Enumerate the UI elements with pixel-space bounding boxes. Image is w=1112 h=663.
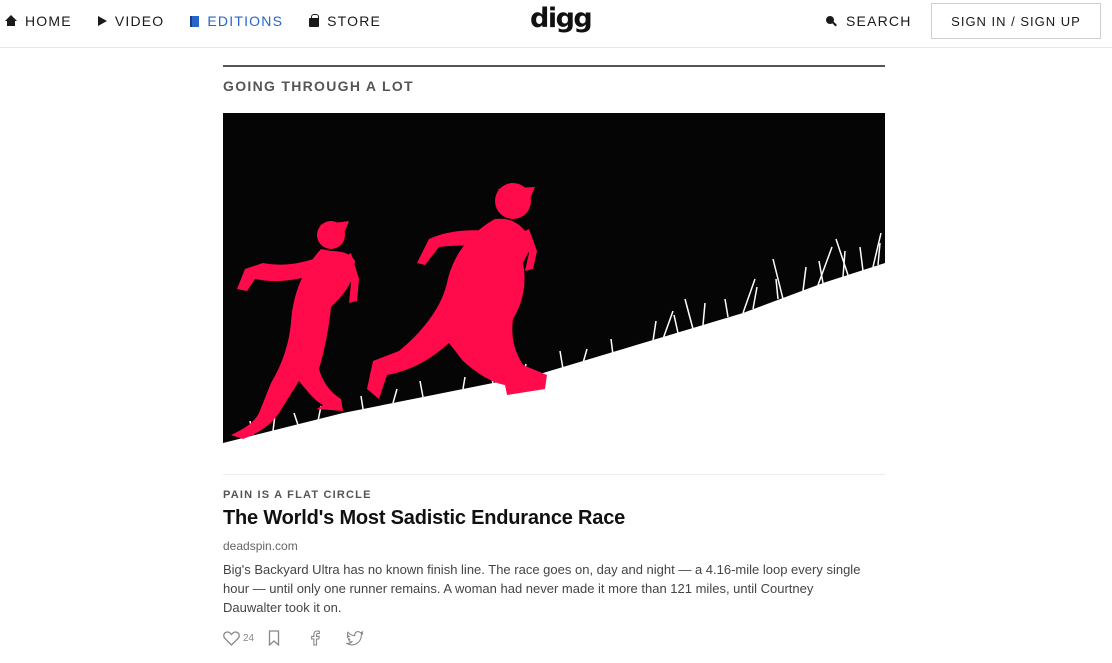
article-hero-image[interactable] xyxy=(223,113,885,475)
section-title: GOING THROUGH A LOT xyxy=(223,78,414,94)
article-actions: 24 xyxy=(223,628,364,648)
twitter-icon xyxy=(346,630,364,645)
editions-icon xyxy=(190,15,200,27)
article-kicker: PAIN IS A FLAT CIRCLE xyxy=(223,489,372,501)
nav-home-link[interactable]: HOME xyxy=(5,13,72,29)
nav-home-label: HOME xyxy=(25,13,72,29)
bookmark-button[interactable] xyxy=(268,630,280,646)
article-headline-link[interactable]: The World's Most Sadistic Endurance Race xyxy=(223,507,626,529)
nav-video-label: VIDEO xyxy=(114,13,165,29)
heart-icon xyxy=(223,630,240,646)
play-icon xyxy=(97,16,107,26)
digg-logo[interactable]: digg xyxy=(530,3,593,34)
like-count: 24 xyxy=(243,632,255,644)
section-divider xyxy=(223,65,885,67)
search-label: SEARCH xyxy=(846,13,912,29)
home-icon xyxy=(5,15,17,27)
primary-nav: HOME VIDEO EDITIONS STORE xyxy=(5,0,407,42)
top-navigation-bar: HOME VIDEO EDITIONS STORE digg SEARCH SI… xyxy=(0,0,1112,48)
search-icon xyxy=(826,16,836,26)
search-button[interactable]: SEARCH xyxy=(826,0,912,42)
facebook-share-button[interactable] xyxy=(310,630,320,646)
nav-store-label: STORE xyxy=(327,13,382,29)
runners-illustration xyxy=(223,113,885,474)
article-description: Big's Backyard Ultra has no known finish… xyxy=(223,562,861,615)
nav-editions-label: EDITIONS xyxy=(207,13,284,29)
bookmark-icon xyxy=(268,630,280,646)
sign-in-button[interactable]: SIGN IN / SIGN UP xyxy=(931,3,1101,39)
store-bag-icon xyxy=(309,14,320,27)
nav-video-link[interactable]: VIDEO xyxy=(97,13,165,29)
nav-store-link[interactable]: STORE xyxy=(309,13,381,29)
twitter-share-button[interactable] xyxy=(346,630,364,646)
article-source-link[interactable]: deadspin.com xyxy=(223,539,298,553)
facebook-icon xyxy=(311,630,320,646)
like-button[interactable]: 24 xyxy=(223,630,255,646)
nav-editions-link[interactable]: EDITIONS xyxy=(190,13,283,29)
